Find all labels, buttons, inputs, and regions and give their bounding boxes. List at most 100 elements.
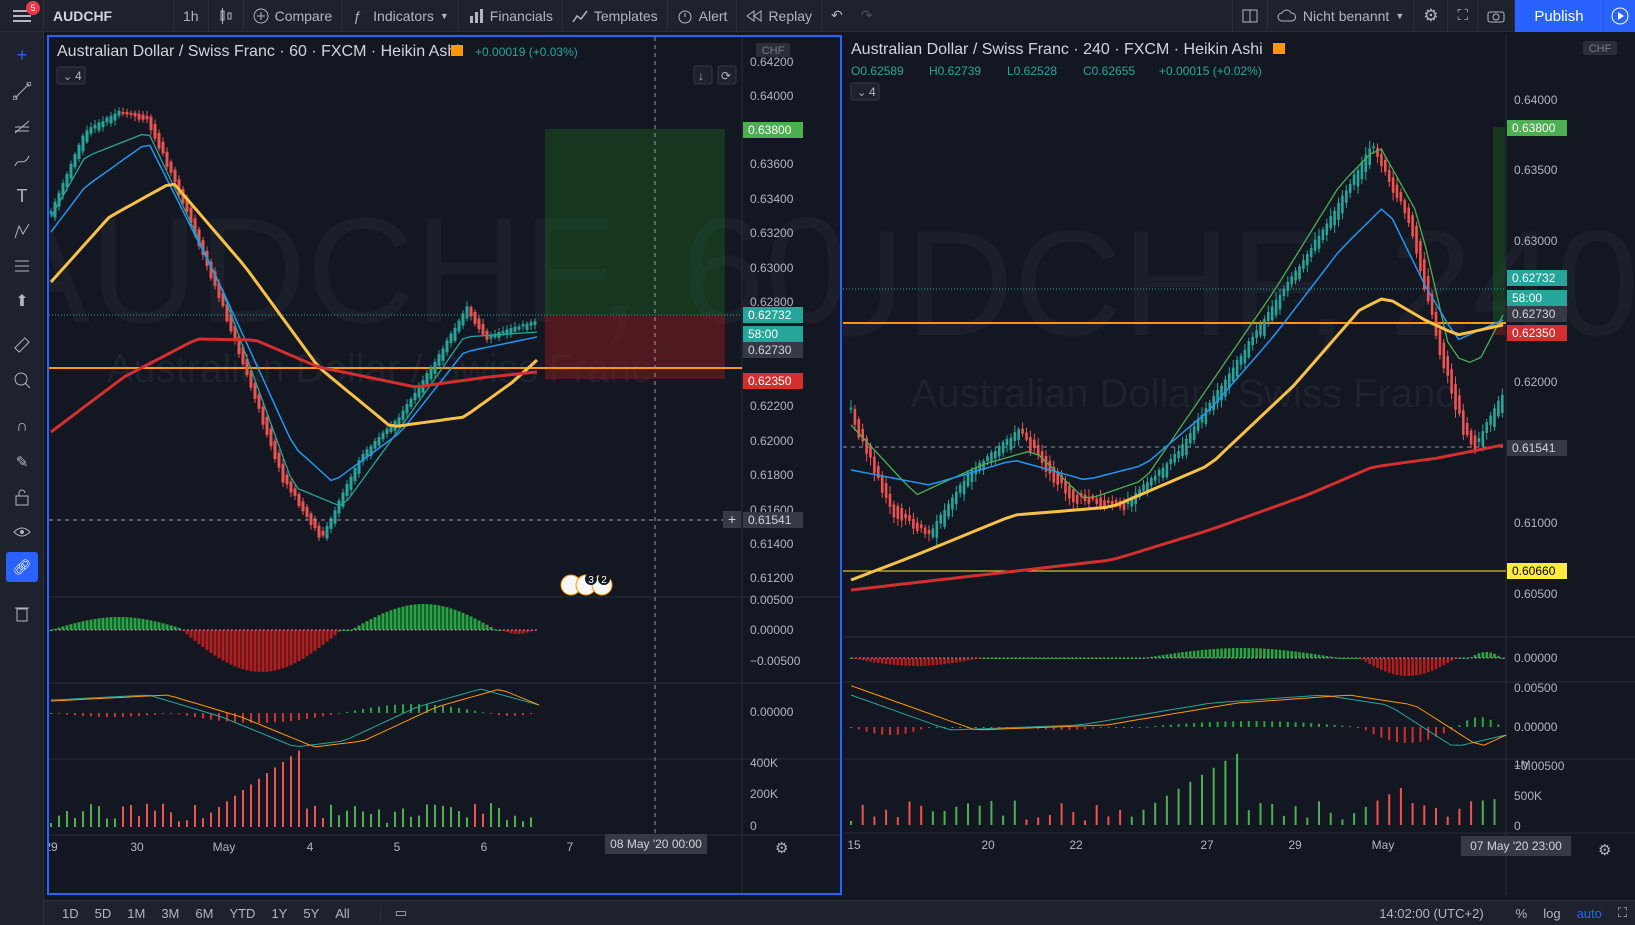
measure-tool[interactable] — [6, 330, 38, 360]
pitchfork-icon — [14, 120, 30, 134]
macd-bar — [1255, 721, 1258, 727]
left-chart-canvas[interactable]: AUDCHF, 60 Australian Dollar / Swiss Fra… — [49, 37, 840, 893]
text-tool[interactable]: T — [6, 181, 38, 211]
replay-button[interactable]: Replay — [737, 0, 823, 32]
range-all[interactable]: All — [335, 905, 350, 921]
flag-icon[interactable] — [1273, 43, 1285, 54]
prediction-tool[interactable] — [6, 251, 38, 281]
volume-bar — [1247, 810, 1250, 825]
range-6m[interactable]: 6M — [195, 905, 214, 921]
financials-button[interactable]: Financials — [459, 0, 563, 32]
fullscreen-button[interactable]: ⛶ — [1448, 0, 1478, 32]
candle — [1337, 202, 1340, 220]
zoom-tool[interactable] — [6, 365, 38, 395]
sync-drawings-tool[interactable]: 🔗︎ — [6, 552, 38, 582]
chart-style-button[interactable] — [209, 0, 244, 32]
candle — [381, 432, 385, 440]
candle — [1493, 408, 1496, 428]
hide-drawings-tool[interactable] — [6, 517, 38, 547]
macd-bar — [920, 727, 923, 730]
compare-button[interactable]: Compare — [244, 0, 343, 32]
crosshair-tool[interactable]: + — [6, 40, 38, 70]
remove-drawings-tool[interactable] — [6, 598, 38, 628]
range-ytd[interactable]: YTD — [229, 905, 256, 921]
histogram-bar — [301, 630, 305, 659]
save-layout-button[interactable]: Nicht benannt ▼ — [1268, 0, 1415, 32]
histogram-bar — [165, 624, 169, 630]
candle — [505, 329, 509, 335]
price-axis[interactable]: 0.64000 0.63500 0.63000 0.62000 0.61000 0.605… — [1507, 93, 1567, 833]
goto-date-button[interactable]: ▭ — [379, 905, 415, 921]
crosshair-add-button[interactable] — [723, 511, 741, 528]
histogram-bar — [955, 658, 958, 663]
volume-bar — [1411, 803, 1414, 825]
interval-button[interactable]: 1h — [174, 0, 209, 32]
right-chart-canvas[interactable]: AUDCHF, 240 Australian Dollar / Swiss Fr… — [843, 35, 1635, 895]
price-axis[interactable]: 0.64200 0.64000 0.63800 0.63600 0.63400 0.632… — [743, 55, 803, 833]
event-markers[interactable]: 3 2 — [560, 573, 613, 596]
range-1d[interactable]: 1D — [62, 905, 79, 921]
icon-tool[interactable]: ⬆ — [6, 286, 38, 316]
symbol-search[interactable]: AUDCHF — [44, 0, 174, 32]
candle — [1438, 329, 1442, 356]
range-1m[interactable]: 1M — [127, 905, 146, 921]
volume-bar — [522, 821, 524, 827]
auto-toggle[interactable]: auto — [1576, 905, 1602, 921]
right-chart-pane[interactable]: AUDCHF, 240 Australian Dollar / Swiss Fr… — [843, 35, 1635, 895]
fib-tool[interactable] — [6, 111, 38, 141]
play-button[interactable] — [1603, 0, 1635, 32]
fullscreen-icon[interactable]: ⛶ — [1617, 905, 1627, 920]
pattern-tool[interactable] — [6, 216, 38, 246]
histogram-bar — [469, 616, 473, 630]
price-label — [743, 342, 803, 358]
volume-bar — [98, 806, 100, 827]
reset-chart-button[interactable] — [717, 65, 737, 85]
candle — [923, 527, 927, 535]
magnet-tool[interactable]: ∩ — [6, 412, 38, 442]
lock-tool[interactable] — [6, 482, 38, 512]
histogram-bar — [81, 621, 85, 630]
volume-bar — [931, 811, 934, 825]
histogram-bar — [97, 618, 101, 630]
indicator-toggle[interactable] — [850, 82, 880, 101]
log-toggle[interactable]: log — [1543, 905, 1561, 921]
brush-tool[interactable] — [6, 146, 38, 176]
gear-icon[interactable]: ⚙ — [1598, 842, 1611, 859]
crosshair-time-label — [605, 834, 707, 854]
percent-toggle[interactable]: % — [1515, 905, 1528, 921]
redo-button[interactable]: ↷ — [852, 0, 882, 32]
left-chart-pane[interactable]: AUDCHF, 60 Australian Dollar / Swiss Fra… — [47, 35, 842, 895]
range-5d[interactable]: 5D — [94, 905, 112, 921]
layout-button[interactable] — [1231, 0, 1268, 32]
undo-button[interactable]: ↶ — [822, 0, 852, 32]
templates-button[interactable]: Templates — [563, 0, 668, 32]
flag-icon[interactable] — [451, 45, 463, 56]
histogram-bar — [273, 630, 277, 671]
candle — [1317, 235, 1321, 249]
time-axis[interactable]: 2930May45678 — [49, 840, 659, 854]
settings-button[interactable]: ⚙ — [1414, 0, 1449, 32]
candle — [853, 408, 857, 425]
histogram-bar — [1247, 648, 1251, 658]
gear-icon[interactable]: ⚙ — [775, 840, 788, 857]
menu-button[interactable]: 5 — [0, 0, 44, 32]
macd-bar — [1294, 722, 1297, 727]
candle — [521, 324, 525, 327]
alert-button[interactable]: Alert — [668, 0, 738, 32]
candle — [986, 456, 989, 462]
range-1y[interactable]: 1Y — [271, 905, 288, 921]
volume-histogram — [850, 753, 1496, 825]
time-axis[interactable]: 15 20 22 27 29 May — [847, 838, 1394, 852]
snapshot-button[interactable] — [1478, 0, 1515, 32]
stay-drawing-tool[interactable]: ✎ — [6, 447, 38, 477]
clock[interactable]: 14:02:00 (UTC+2) — [1379, 905, 1484, 921]
volume-bar — [1364, 806, 1367, 825]
range-3m[interactable]: 3M — [161, 905, 180, 921]
trendline-tool[interactable] — [6, 76, 38, 106]
range-5y[interactable]: 5Y — [303, 905, 320, 921]
indicator-toggle[interactable] — [56, 66, 86, 85]
indicators-button[interactable]: ƒ Indicators ▼ — [342, 0, 459, 32]
histogram-bar — [1150, 656, 1153, 658]
scroll-to-end-button[interactable] — [693, 65, 713, 85]
publish-button[interactable]: Publish — [1515, 0, 1603, 32]
